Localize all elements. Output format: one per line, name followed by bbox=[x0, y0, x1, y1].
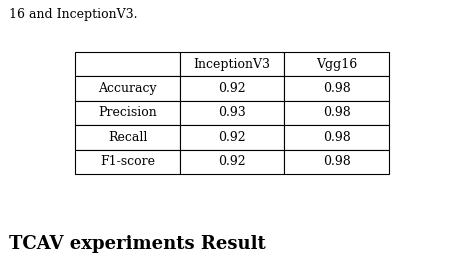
Text: TCAV experiments Result: TCAV experiments Result bbox=[9, 235, 265, 253]
Text: 16 and InceptionV3.: 16 and InceptionV3. bbox=[9, 8, 137, 21]
